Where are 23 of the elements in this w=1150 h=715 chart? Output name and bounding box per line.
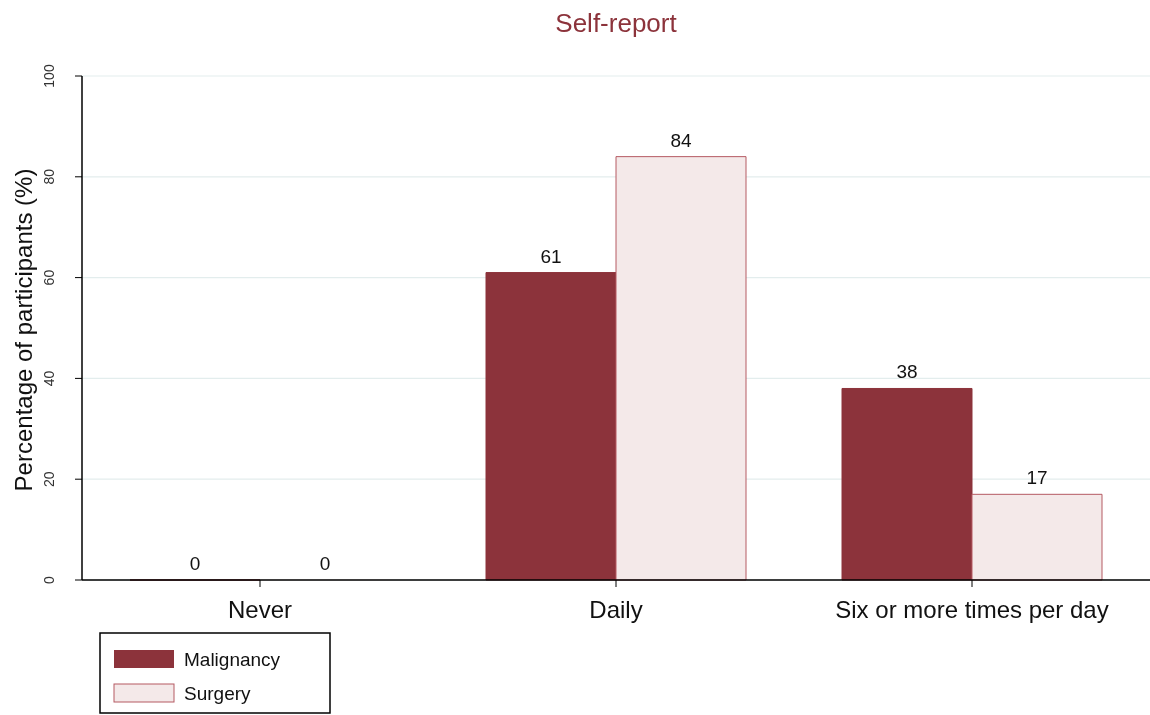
legend-label: Surgery (184, 683, 252, 704)
chart-title: Self-report (555, 8, 678, 38)
data-label: 17 (1026, 467, 1048, 489)
y-tick-label: 80 (41, 168, 57, 185)
y-tick-label: 0 (41, 575, 57, 584)
y-tick-label: 20 (41, 471, 57, 487)
bar (841, 387, 973, 581)
x-tick-label: Six or more times per day (835, 596, 1109, 623)
y-tick-label: 100 (41, 64, 57, 88)
bar (485, 272, 617, 581)
data-label: 38 (896, 361, 918, 383)
y-tick-label: 60 (41, 269, 57, 286)
data-label: 61 (540, 245, 562, 267)
data-label: 0 (319, 553, 331, 574)
x-tick-label: Never (227, 596, 293, 623)
y-tick-label: 40 (41, 370, 57, 387)
data-label: 0 (189, 553, 201, 574)
bar (615, 156, 747, 581)
bar (971, 493, 1103, 581)
data-label: 84 (670, 129, 692, 151)
legend-label: Malignancy (184, 649, 281, 670)
x-tick-label: Daily (589, 596, 643, 623)
y-axis-title: Percentage of participants (%) (10, 168, 37, 492)
